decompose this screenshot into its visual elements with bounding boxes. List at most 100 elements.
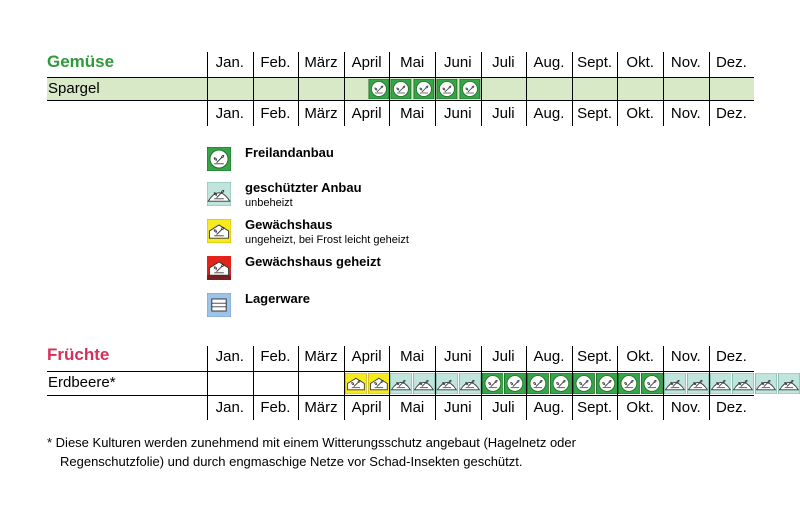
- month-label: Aug.: [533, 399, 565, 416]
- month-label: Juli: [492, 348, 515, 365]
- grid-line: [617, 52, 618, 126]
- row-border-top: [47, 77, 754, 78]
- grid-line: [207, 346, 208, 420]
- month-label: April: [351, 399, 382, 416]
- month-label: Juli: [492, 54, 515, 71]
- freiland-icon: [504, 372, 527, 395]
- month-label: Dez.: [715, 54, 747, 71]
- month-label: März: [304, 399, 338, 416]
- gewaechshaus-icon: [344, 372, 367, 395]
- section-title: Früchte: [47, 345, 110, 364]
- footnote-line-2: Regenschutzfolie) und durch engmaschige …: [60, 454, 523, 469]
- grid-line: [253, 52, 254, 126]
- grid-line: [344, 346, 345, 420]
- month-label: Nov.: [670, 399, 701, 416]
- grid-line: [344, 52, 345, 126]
- month-label: Okt.: [626, 54, 654, 71]
- grid-line: [481, 52, 482, 126]
- month-label: Sept.: [577, 54, 613, 71]
- gewaechshaus-icon: [367, 372, 390, 395]
- month-label: April: [351, 105, 382, 122]
- grid-line: [617, 346, 618, 420]
- month-label: Juli: [492, 105, 515, 122]
- row-border-bottom: [47, 100, 754, 101]
- grid-line: [663, 52, 664, 126]
- freiland-icon: [527, 372, 550, 395]
- month-label: Juni: [444, 54, 472, 71]
- grid-line: [435, 346, 436, 420]
- month-label: Jan.: [215, 105, 244, 122]
- grid-line: [709, 346, 710, 420]
- grid-line: [298, 346, 299, 420]
- footnote-line-1: * Diese Kulturen werden zunehmend mit ei…: [47, 435, 576, 450]
- month-label: Sept.: [577, 105, 613, 122]
- row-border-top: [47, 371, 754, 372]
- month-label: April: [351, 54, 382, 71]
- geschuetzt-icon: [206, 181, 232, 207]
- grid-line: [663, 346, 664, 420]
- crop-label: Spargel: [48, 80, 100, 97]
- month-label: Jan.: [215, 54, 244, 71]
- month-label: Sept.: [577, 399, 613, 416]
- geschuetzt-icon: [755, 372, 777, 395]
- legend-label: geschützter Anbau: [245, 180, 362, 195]
- lager-icon: [206, 292, 232, 318]
- freiland-icon: [368, 78, 390, 100]
- month-label: Nov.: [670, 105, 701, 122]
- month-label: März: [304, 105, 338, 122]
- grid-line: [526, 52, 527, 126]
- grid-line: [389, 346, 390, 420]
- month-label: Nov.: [670, 54, 701, 71]
- row-border-bottom: [47, 395, 754, 396]
- month-label: Jan.: [215, 399, 244, 416]
- month-label: Juni: [444, 399, 472, 416]
- month-label: Okt.: [626, 105, 654, 122]
- month-label: Aug.: [533, 348, 565, 365]
- freiland-icon: [390, 78, 412, 100]
- freiland-icon: [549, 372, 572, 395]
- freiland-icon: [413, 78, 435, 100]
- freiland-icon: [618, 372, 641, 395]
- month-label: Juni: [444, 105, 472, 122]
- month-label: Okt.: [626, 399, 654, 416]
- freiland-icon: [481, 372, 504, 395]
- freiland-icon: [436, 78, 458, 100]
- geschuetzt-icon: [436, 372, 458, 395]
- freiland-icon: [641, 372, 664, 395]
- grid-line: [481, 346, 482, 420]
- legend-label: Gewächshaus: [245, 217, 333, 232]
- geschuetzt-icon: [732, 372, 755, 395]
- geschuetzt-icon: [778, 372, 800, 395]
- freiland-icon: [572, 372, 595, 395]
- month-label: Feb.: [260, 399, 291, 416]
- month-label: Juli: [492, 399, 515, 416]
- geschuetzt-icon: [458, 372, 481, 395]
- crop-label: Erdbeere*: [48, 374, 116, 391]
- footnote: * Diese Kulturen werden zunehmend mit ei…: [47, 433, 767, 471]
- month-label: Feb.: [260, 105, 291, 122]
- month-label: Dez.: [715, 105, 747, 122]
- section-title: Gemüse: [47, 52, 115, 71]
- month-label: Mai: [400, 348, 425, 365]
- month-label: Aug.: [533, 105, 565, 122]
- grid-line: [389, 52, 390, 126]
- month-label: Sept.: [577, 348, 613, 365]
- month-label: Dez.: [715, 399, 747, 416]
- month-label: März: [304, 54, 338, 71]
- month-label: März: [304, 348, 338, 365]
- month-label: Aug.: [533, 54, 565, 71]
- grid-line: [253, 346, 254, 420]
- legend-sublabel: unbeheizt: [245, 197, 293, 209]
- month-label: Juni: [444, 348, 472, 365]
- legend-label: Lagerware: [245, 291, 311, 306]
- month-label: Feb.: [260, 54, 291, 71]
- geheizt-icon: [207, 256, 231, 280]
- month-label: Mai: [400, 105, 425, 122]
- grid-line: [298, 52, 299, 126]
- month-label: Mai: [400, 399, 425, 416]
- grid-line: [572, 346, 573, 420]
- month-label: Feb.: [260, 348, 291, 365]
- grid-line: [526, 346, 527, 420]
- grid-line: [709, 52, 710, 126]
- geschuetzt-icon: [709, 372, 732, 395]
